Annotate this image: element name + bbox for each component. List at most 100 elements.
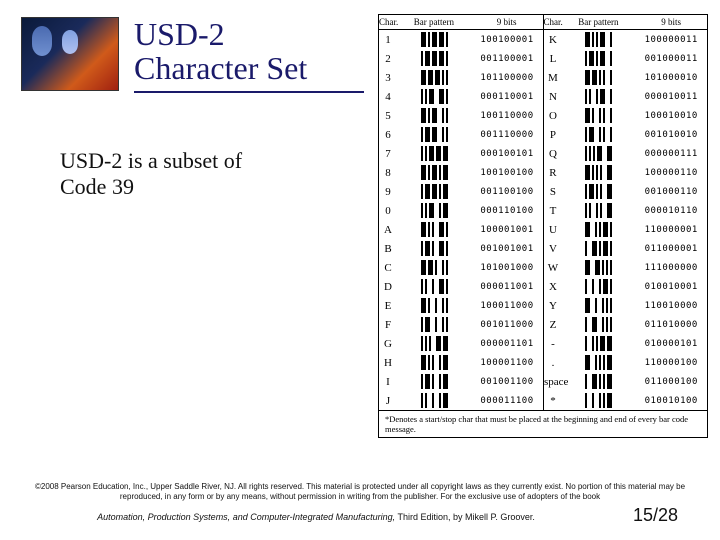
cell-ninebits: 100001100 xyxy=(471,358,543,368)
cell-ninebits: 101001000 xyxy=(471,263,543,273)
cell-ninebits: 000010011 xyxy=(635,92,707,102)
table-row: 3101100000 xyxy=(379,68,543,87)
cell-char: O xyxy=(544,110,562,122)
table-row: space011000100 xyxy=(544,372,707,391)
book-rest: Third Edition, by Mikell P. Groover. xyxy=(395,512,535,522)
cell-bars xyxy=(562,372,636,391)
cell-ninebits: 011000100 xyxy=(636,377,708,387)
cell-ninebits: 111000000 xyxy=(635,263,707,273)
cell-ninebits: 000100101 xyxy=(471,149,543,159)
table-row: Y110010000 xyxy=(544,296,707,315)
cell-ninebits: 100000011 xyxy=(635,35,707,45)
cell-bars xyxy=(397,277,471,296)
cell-char: B xyxy=(379,243,397,255)
table-col-left: 1100100001200110000131011000004000110001… xyxy=(379,30,543,410)
book-italic: Automation, Production Systems, and Comp… xyxy=(97,512,395,522)
cell-ninebits: 000011100 xyxy=(471,396,543,406)
table-row: A 100001001 xyxy=(379,220,543,239)
cell-char: - xyxy=(544,338,562,350)
cell-bars xyxy=(397,391,471,410)
cell-ninebits: 000001101 xyxy=(471,339,543,349)
cell-bars xyxy=(562,353,636,372)
cell-bars xyxy=(397,144,471,163)
cell-ninebits: 100001001 xyxy=(471,225,543,235)
cell-bars xyxy=(397,258,471,277)
cell-ninebits: 001100001 xyxy=(471,54,543,64)
table-row: Z011010000 xyxy=(544,315,707,334)
table-row: O 100010010 xyxy=(544,106,707,125)
cell-bars xyxy=(562,106,636,125)
cell-bars xyxy=(562,277,636,296)
table-row: 7 000100101 xyxy=(379,144,543,163)
cell-bars xyxy=(397,49,471,68)
cell-ninebits: 100010010 xyxy=(635,111,707,121)
cell-bars xyxy=(562,391,636,410)
table-row: E100011000 xyxy=(379,296,543,315)
table-header: Char. Bar pattern 9 bits Char. Bar patte… xyxy=(379,15,707,30)
cell-ninebits: 000000111 xyxy=(635,149,707,159)
cell-bars xyxy=(562,258,636,277)
cell-char: C xyxy=(379,262,397,274)
book-citation: Automation, Production Systems, and Comp… xyxy=(32,512,600,522)
table-row: K 100000011 xyxy=(544,30,707,49)
cell-bars xyxy=(397,296,471,315)
table-row: C 101001000 xyxy=(379,258,543,277)
cell-char: Q xyxy=(544,148,562,160)
cell-char: F xyxy=(379,319,397,331)
cell-ninebits: 001000011 xyxy=(635,54,707,64)
cell-bars xyxy=(562,68,636,87)
cell-ninebits: 001001100 xyxy=(471,377,543,387)
hdr-bar-left: Bar pattern xyxy=(397,15,471,29)
cell-char: S xyxy=(544,186,562,198)
cell-bars xyxy=(397,315,471,334)
cell-char: * xyxy=(544,395,562,407)
cell-ninebits: 000011001 xyxy=(471,282,543,292)
cell-char: 3 xyxy=(379,72,397,84)
cell-char: V xyxy=(544,243,562,255)
table-footnote: *Denotes a start/stop char that must be … xyxy=(379,410,707,437)
table-row: M101000010 xyxy=(544,68,707,87)
cell-ninebits: 100011000 xyxy=(471,301,543,311)
cell-ninebits: 100100100 xyxy=(471,168,543,178)
cell-ninebits: 010010100 xyxy=(635,396,707,406)
cell-char: . xyxy=(544,357,562,369)
cell-ninebits: 100000110 xyxy=(635,168,707,178)
cell-bars xyxy=(562,30,636,49)
cell-char: K xyxy=(544,34,562,46)
table-row: W111000000 xyxy=(544,258,707,277)
cell-bars xyxy=(562,220,636,239)
table-row: G000001101 xyxy=(379,334,543,353)
cell-ninebits: 001000110 xyxy=(635,187,707,197)
cell-ninebits: 001001001 xyxy=(471,244,543,254)
cell-ninebits: 010010001 xyxy=(635,282,707,292)
cell-ninebits: 000110001 xyxy=(471,92,543,102)
cell-bars xyxy=(397,220,471,239)
hdr-char-right: Char. xyxy=(544,15,562,29)
cell-ninebits: 110000100 xyxy=(635,358,707,368)
cell-bars xyxy=(562,239,636,258)
cell-ninebits: 011000001 xyxy=(635,244,707,254)
cell-bars xyxy=(397,372,471,391)
cell-char: 8 xyxy=(379,167,397,179)
table-col-right: K100000011L001000011M101000010N000010011… xyxy=(543,30,707,410)
cell-ninebits: 101000010 xyxy=(635,73,707,83)
cell-ninebits: 001010010 xyxy=(635,130,707,140)
hdr-nine-left: 9 bits xyxy=(471,15,543,29)
cell-char: I xyxy=(379,376,397,388)
cell-bars xyxy=(397,201,471,220)
cell-char: 7 xyxy=(379,148,397,160)
cell-bars xyxy=(562,296,636,315)
cell-bars xyxy=(562,315,636,334)
cell-bars xyxy=(562,182,636,201)
cell-bars xyxy=(397,30,471,49)
cell-char: 5 xyxy=(379,110,397,122)
cell-char: A xyxy=(379,224,397,236)
table-row: 8 100100100 xyxy=(379,163,543,182)
cell-ninebits: 000010110 xyxy=(635,206,707,216)
cell-bars xyxy=(397,106,471,125)
slide-title: USD-2Character Set xyxy=(134,18,364,93)
table-row: S 001000110 xyxy=(544,182,707,201)
table-row: N000010011 xyxy=(544,87,707,106)
table-row: 5100110000 xyxy=(379,106,543,125)
cell-char: 9 xyxy=(379,186,397,198)
